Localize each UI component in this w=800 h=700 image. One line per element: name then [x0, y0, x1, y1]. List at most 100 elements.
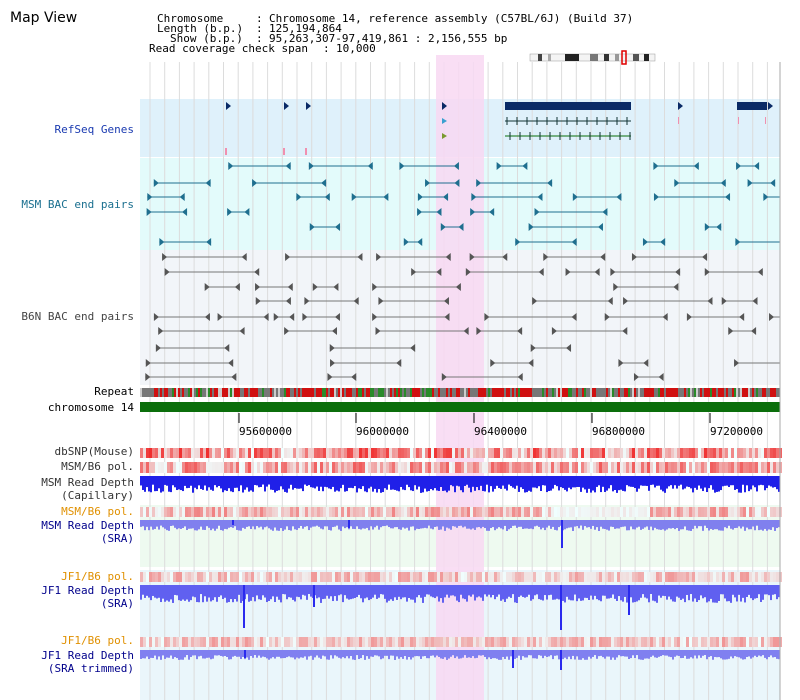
jf1-b6-pol-cell	[242, 572, 245, 582]
msm-sra-depth-bar	[494, 520, 496, 531]
jf1-trim-depth-bar	[184, 650, 186, 658]
track-label-msm-bac[interactable]: MSM BAC end pairs	[21, 198, 134, 211]
msm-capillary-depth-bar	[372, 476, 374, 492]
jf1-trim-depth-bar	[318, 650, 320, 658]
dbsnp-cell	[443, 448, 446, 458]
b6n-bac-end	[372, 313, 378, 321]
msm-sra-depth-bar	[522, 520, 524, 530]
jf1-trim-depth-bar	[492, 650, 494, 659]
track-label-jf1-depth-sra[interactable]: JF1 Read Depth	[41, 584, 134, 597]
jf1-trim-depth-bar	[360, 650, 362, 659]
msm-bac-end	[179, 193, 185, 201]
msm-b6-pol-cell	[182, 462, 185, 473]
msm-b6-pol-cell	[539, 462, 542, 473]
msm-sra-depth-bar	[716, 520, 718, 530]
jf1-trim-depth-bar	[516, 650, 518, 658]
track-label-msm-b6-pol-2[interactable]: MSM/B6 pol.	[61, 505, 134, 518]
track-label-jf1-b6-pol-2[interactable]: JF1/B6 pol.	[61, 634, 134, 647]
jf1-sra-depth-bar	[188, 585, 190, 602]
dbsnp-cell	[221, 448, 224, 458]
repeat-segment	[412, 388, 414, 397]
jf1-sra-depth-bar	[182, 585, 184, 600]
msm-bac-end	[616, 193, 622, 201]
jf1-sra-depth-bar	[766, 585, 768, 595]
jf1-b6-pol-cell	[395, 637, 398, 647]
jf1-trim-depth-bar	[422, 650, 424, 657]
jf1-sra-depth-bar	[346, 585, 348, 599]
jf1-b6-pol-cell	[638, 572, 641, 582]
jf1-sra-depth-bar	[634, 585, 636, 603]
msm-capillary-depth-bar	[676, 476, 678, 489]
jf1-trim-depth-bar	[524, 650, 526, 658]
msm-sra-depth-bar	[368, 520, 370, 531]
msm-sra-depth-bar	[432, 520, 434, 530]
jf1-sra-depth-bar	[404, 585, 406, 598]
msm-b6-pol-cell	[581, 507, 584, 517]
msm-sra-depth-bar	[740, 520, 742, 529]
track-label-dbsnp[interactable]: dbSNP(Mouse)	[54, 445, 134, 458]
jf1-trim-depth-bar	[584, 650, 586, 660]
track-label-chromosome[interactable]: chromosome 14	[47, 401, 134, 414]
jf1-b6-pol-cell	[587, 637, 590, 647]
track-label-repeat[interactable]: Repeat	[94, 385, 134, 398]
jf1-b6-pol-cell	[422, 637, 425, 647]
repeat-segment	[358, 388, 360, 397]
jf1-sra-depth-bar	[688, 585, 690, 601]
msm-sra-depth-bar	[376, 520, 378, 526]
gene-marker	[305, 148, 307, 155]
msm-b6-pol-cell	[296, 507, 299, 517]
msm-b6-pol-cell	[245, 462, 248, 473]
jf1-sra-depth-bar	[508, 585, 510, 597]
msm-b6-pol-cell	[254, 507, 257, 517]
jf1-b6-pol-cell	[272, 572, 275, 582]
axis-tick-label: 97200000	[710, 425, 763, 438]
dbsnp-cell	[596, 448, 599, 458]
msm-capillary-depth-bar	[248, 476, 250, 492]
msm-capillary-depth-bar	[564, 476, 566, 490]
msm-b6-pol-cell	[194, 462, 197, 473]
jf1-b6-pol-cell	[683, 572, 686, 582]
track-label-msm-depth-sra[interactable]: MSM Read Depth	[41, 519, 134, 532]
jf1-sra-depth-bar	[466, 585, 468, 602]
track-label-refseq-genes[interactable]: RefSeq Genes	[54, 123, 134, 136]
msm-b6-pol-cell	[686, 507, 689, 517]
msm-bac-end	[454, 179, 460, 187]
jf1-b6-pol-cell	[383, 637, 386, 647]
repeat-segment	[248, 388, 250, 397]
b6n-bac-end	[769, 313, 775, 321]
msm-capillary-depth-bar	[688, 476, 690, 488]
dbsnp-cell	[407, 448, 410, 458]
b6n-bac-end	[622, 327, 628, 335]
jf1-sra-depth-bar	[774, 585, 776, 595]
msm-capillary-depth-bar	[290, 476, 292, 485]
repeat-segment	[266, 388, 268, 397]
jf1-trim-depth-bar	[146, 650, 148, 657]
jf1-trim-depth-bar	[190, 650, 192, 657]
track-label-msm-depth-capillary[interactable]: MSM Read Depth	[41, 476, 134, 489]
track-label-b6n-bac[interactable]: B6N BAC end pairs	[21, 310, 134, 323]
repeat-segment	[184, 388, 186, 397]
jf1-b6-pol-cell	[443, 572, 446, 582]
track-label-msm-b6-pol-1[interactable]: MSM/B6 pol.	[61, 460, 134, 473]
jf1-trim-depth-bar	[632, 650, 634, 656]
msm-capillary-depth-bar	[562, 476, 564, 489]
msm-capillary-depth-bar	[242, 476, 244, 493]
repeat-segment	[264, 388, 266, 397]
jf1-trim-depth-bar	[362, 650, 364, 656]
jf1-sra-depth-bar	[748, 585, 750, 595]
msm-capillary-depth-bar	[766, 476, 768, 489]
msm-b6-pol-cell	[419, 462, 422, 473]
jf1-sra-depth-bar	[274, 585, 276, 603]
jf1-sra-depth-bar	[458, 585, 460, 603]
repeat-segment	[490, 388, 492, 397]
track-label-jf1-depth-trimmed[interactable]: JF1 Read Depth	[41, 649, 134, 662]
msm-sra-depth-bar	[738, 520, 740, 527]
track-label-jf1-b6-pol-1[interactable]: JF1/B6 pol.	[61, 570, 134, 583]
msm-capillary-depth-bar	[708, 476, 710, 489]
jf1-sra-depth-bar	[350, 585, 352, 600]
msm-b6-pol-cell	[470, 507, 473, 517]
msm-b6-pol-cell	[395, 507, 398, 517]
dbsnp-cell	[308, 448, 311, 458]
